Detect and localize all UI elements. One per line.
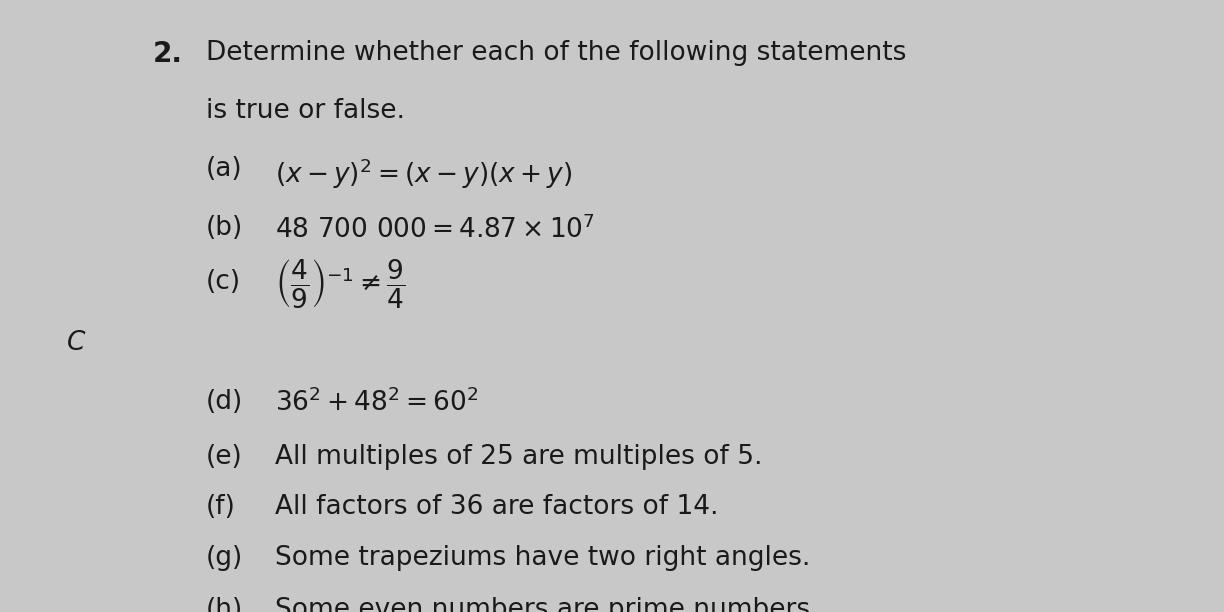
Text: $\left(\dfrac{4}{9}\right)^{-1} \neq \dfrac{9}{4}$: $\left(\dfrac{4}{9}\right)^{-1} \neq \df… (275, 257, 406, 310)
Text: $48\ 700\ 000 = 4.87 \times 10^7$: $48\ 700\ 000 = 4.87 \times 10^7$ (275, 215, 595, 244)
Text: (h): (h) (206, 597, 242, 612)
Text: C: C (67, 330, 86, 356)
Text: (f): (f) (206, 494, 235, 520)
Text: Some trapeziums have two right angles.: Some trapeziums have two right angles. (275, 545, 810, 570)
Text: All multiples of 25 are multiples of 5.: All multiples of 25 are multiples of 5. (275, 444, 763, 469)
Text: All factors of 36 are factors of 14.: All factors of 36 are factors of 14. (275, 494, 718, 520)
Text: (d): (d) (206, 389, 242, 414)
Text: (g): (g) (206, 545, 242, 570)
Text: (c): (c) (206, 269, 241, 295)
Text: 2.: 2. (153, 40, 184, 68)
Text: $(x - y)^2 = (x - y)(x + y)$: $(x - y)^2 = (x - y)(x + y)$ (275, 156, 573, 190)
Text: Some even numbers are prime numbers.: Some even numbers are prime numbers. (275, 597, 819, 612)
Text: (b): (b) (206, 215, 242, 241)
Text: (a): (a) (206, 156, 242, 182)
Text: is true or false.: is true or false. (206, 98, 405, 124)
Text: Determine whether each of the following statements: Determine whether each of the following … (206, 40, 906, 65)
Text: (e): (e) (206, 444, 242, 469)
Text: $36^2 + 48^2 = 60^2$: $36^2 + 48^2 = 60^2$ (275, 389, 479, 417)
